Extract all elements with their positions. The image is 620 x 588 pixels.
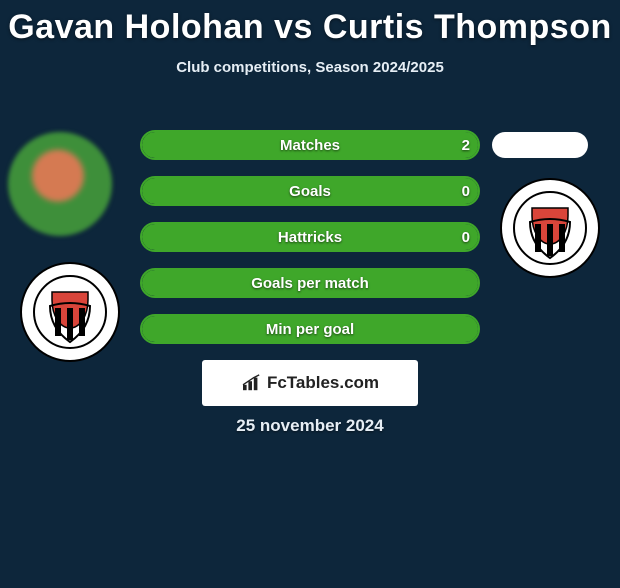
subtitle: Club competitions, Season 2024/2025 [0,59,620,76]
branding-text: FcTables.com [267,373,379,393]
stat-row: Goals per match [140,268,480,298]
branding-box: FcTables.com [202,360,418,406]
stat-row: Hattricks0 [140,222,480,252]
player-right-club-crest [500,178,600,278]
stat-left-fill [142,224,478,250]
stat-left-fill [142,178,478,204]
stat-row: Matches2 [140,130,480,160]
player-right-avatar [492,132,588,158]
club-crest-icon [500,178,600,278]
page-title: Gavan Holohan vs Curtis Thompson [0,8,620,47]
stat-row: Goals0 [140,176,480,206]
stat-left-fill [142,132,478,158]
date-label: 25 november 2024 [0,416,620,436]
player-left-club-crest [20,262,120,362]
bar-chart-icon [241,374,263,392]
comparison-chart: Matches2 Goals0 Hattricks0 Goals per match M… [140,130,480,360]
stat-left-fill [142,316,478,342]
player-left-avatar [8,132,112,236]
club-crest-icon [20,262,120,362]
stat-left-fill [142,270,478,296]
stat-row: Min per goal [140,314,480,344]
